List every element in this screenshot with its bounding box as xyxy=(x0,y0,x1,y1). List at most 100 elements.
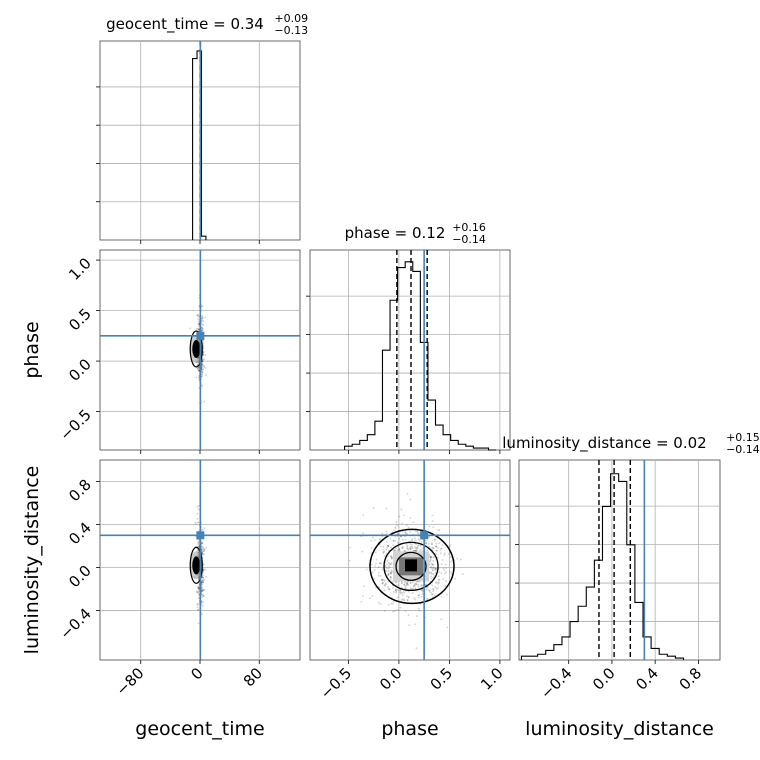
sample-point xyxy=(197,608,200,611)
sample-point xyxy=(395,547,398,550)
sample-point xyxy=(443,554,446,556)
sample-point xyxy=(415,539,417,542)
sample-point xyxy=(430,557,432,560)
sample-point xyxy=(409,531,412,534)
y-axis-label-luminosity_distance: luminosity_distance xyxy=(21,466,43,655)
sample-point xyxy=(429,566,432,569)
sample-point xyxy=(202,553,205,555)
y-tick-label: 0.5 xyxy=(65,305,95,335)
sample-point xyxy=(201,574,204,576)
sample-point xyxy=(197,328,200,331)
sample-point xyxy=(197,592,200,594)
sample-point xyxy=(397,549,399,552)
sample-point xyxy=(197,587,200,589)
sample-point xyxy=(196,314,199,317)
sample-point xyxy=(196,327,199,330)
sample-point xyxy=(411,538,414,541)
sample-point xyxy=(201,370,203,373)
sample-point xyxy=(385,532,388,535)
panel-title-geocent_time: geocent_time = 0.34 xyxy=(106,15,264,34)
sample-point xyxy=(373,577,376,580)
sample-point xyxy=(405,547,408,550)
x-tick-label: −0.5 xyxy=(317,664,355,702)
sample-point xyxy=(397,532,400,535)
sample-point xyxy=(196,505,199,508)
sample-point xyxy=(205,546,208,549)
sample-point xyxy=(197,318,200,321)
sample-point xyxy=(424,583,427,586)
sample-point xyxy=(389,537,392,540)
sample-point xyxy=(409,547,412,550)
sample-point xyxy=(373,539,376,542)
sample-point xyxy=(377,566,380,568)
sample-point xyxy=(392,549,395,551)
sample-point xyxy=(402,590,405,592)
sample-point xyxy=(386,585,389,588)
sample-point xyxy=(431,593,434,596)
sample-point xyxy=(196,314,199,316)
sample-point xyxy=(439,549,442,552)
sample-point xyxy=(406,582,409,585)
sample-point xyxy=(435,549,438,552)
sample-point xyxy=(203,579,206,581)
sample-point xyxy=(411,546,414,549)
sample-point xyxy=(377,574,380,577)
sample-point xyxy=(201,613,203,615)
sample-point xyxy=(403,592,406,594)
sample-point xyxy=(415,543,418,545)
sample-point xyxy=(424,541,427,544)
sample-point xyxy=(197,323,200,326)
sample-point xyxy=(414,549,417,552)
sample-point xyxy=(432,588,435,591)
sample-point xyxy=(196,603,199,606)
sample-point xyxy=(440,618,443,621)
x-tick-label: −0.4 xyxy=(537,664,575,702)
sample-point xyxy=(428,589,431,592)
sample-point xyxy=(435,545,437,548)
sample-point xyxy=(394,527,397,530)
sample-point xyxy=(385,583,388,586)
panel-title-phase: phase = 0.12 xyxy=(345,224,446,242)
sample-point xyxy=(400,522,403,525)
sample-point xyxy=(202,342,205,345)
sample-point xyxy=(425,542,428,545)
sample-point xyxy=(415,546,418,549)
sample-point xyxy=(404,610,407,613)
sample-point xyxy=(393,529,395,532)
sample-point xyxy=(373,569,376,572)
sample-point xyxy=(197,588,200,591)
sample-point xyxy=(202,579,205,582)
sample-point xyxy=(432,547,435,550)
sample-point xyxy=(371,595,374,597)
sample-point xyxy=(432,556,435,559)
sample-point xyxy=(401,582,403,585)
sample-point xyxy=(197,622,200,625)
sample-point xyxy=(429,559,432,562)
sample-point xyxy=(407,596,410,599)
sample-point xyxy=(363,585,365,588)
sample-point xyxy=(196,521,199,524)
sample-point xyxy=(414,587,417,589)
sample-point xyxy=(401,547,404,550)
sample-point xyxy=(439,552,442,555)
sample-point xyxy=(387,573,390,576)
sample-point xyxy=(201,366,203,368)
sample-point xyxy=(404,538,407,541)
y-axis-luminosity_distance-row2: −0.4 0.0 0.4 0.8 xyxy=(56,476,100,643)
sample-point xyxy=(381,579,384,582)
sample-point xyxy=(418,539,421,542)
sample-point xyxy=(392,600,395,603)
sample-point xyxy=(432,590,435,593)
sample-point xyxy=(201,364,204,367)
sample-point xyxy=(204,367,207,369)
sample-point xyxy=(201,384,204,387)
x-axis-geocent_time-row2: −80 0 80 xyxy=(112,660,266,699)
sample-point xyxy=(370,546,373,549)
sample-point xyxy=(203,563,205,566)
sample-point xyxy=(387,570,390,572)
sample-point xyxy=(413,584,415,587)
sample-point xyxy=(400,592,402,595)
sample-point xyxy=(195,376,198,379)
sample-point xyxy=(404,584,407,587)
